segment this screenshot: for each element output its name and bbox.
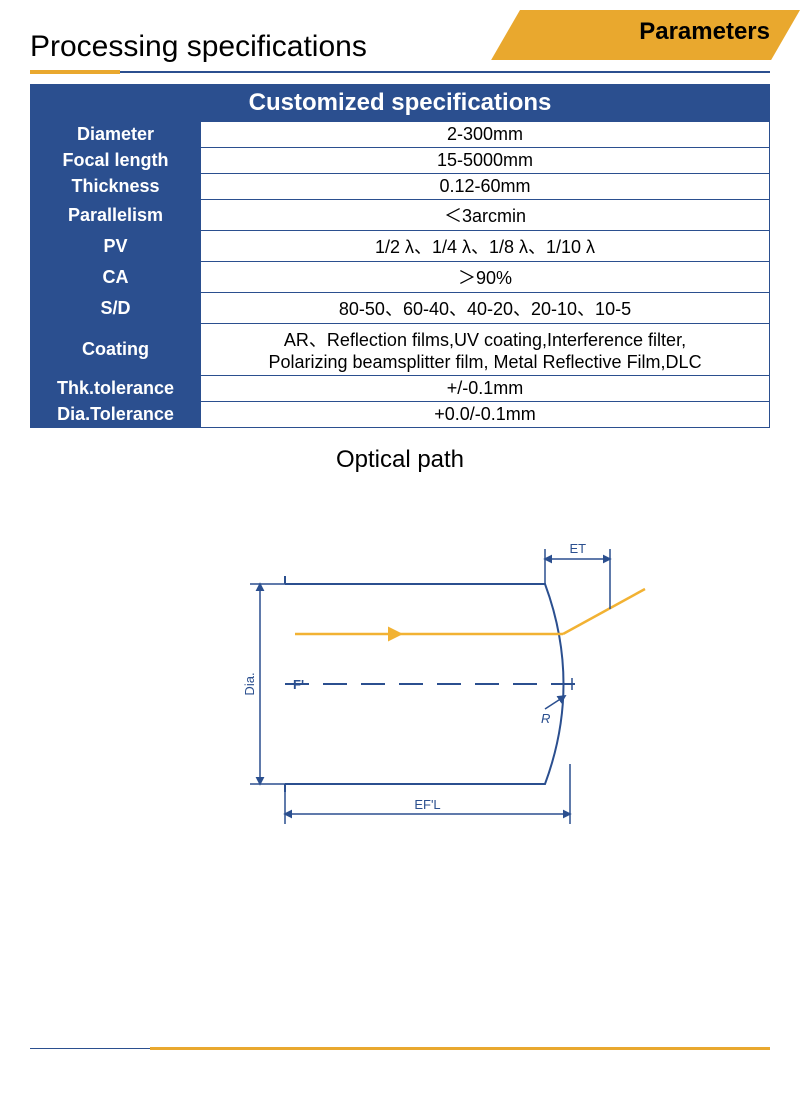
spec-value: +0.0/-0.1mm <box>201 402 770 428</box>
spec-value: ＜3arcmin <box>201 200 770 231</box>
specifications-table: Customized specifications Diameter2-300m… <box>30 84 770 428</box>
table-row: CoatingAR、Reflection films,UV coating,In… <box>31 324 770 376</box>
spec-value: 0.12-60mm <box>201 174 770 200</box>
spec-value: 1/2 λ、1/4 λ、1/8 λ、1/10 λ <box>201 231 770 262</box>
svg-text:F': F' <box>293 677 304 692</box>
spec-label: Dia.Tolerance <box>31 402 201 428</box>
table-row: Dia.Tolerance+0.0/-0.1mm <box>31 402 770 428</box>
svg-text:R: R <box>541 711 550 726</box>
table-row: Diameter2-300mm <box>31 122 770 148</box>
spec-value: 15-5000mm <box>201 148 770 174</box>
spec-value: +/-0.1mm <box>201 376 770 402</box>
divider-accent <box>30 70 120 74</box>
spec-label: Thk.tolerance <box>31 376 201 402</box>
optical-path-title: Optical path <box>0 446 800 474</box>
table-title: Customized specifications <box>31 85 770 122</box>
footer-divider-line <box>30 1048 150 1049</box>
table-row: Parallelism＜3arcmin <box>31 200 770 231</box>
header-divider <box>30 70 770 74</box>
spec-value: 2-300mm <box>201 122 770 148</box>
footer-divider <box>30 1047 770 1050</box>
svg-text:EF'L: EF'L <box>414 797 440 812</box>
spec-label: Focal length <box>31 148 201 174</box>
table-row: Thk.tolerance+/-0.1mm <box>31 376 770 402</box>
spec-label: Diameter <box>31 122 201 148</box>
spec-value: 80-50、60-40、40-20、20-10、10-5 <box>201 293 770 324</box>
table-row: PV1/2 λ、1/4 λ、1/8 λ、1/10 λ <box>31 231 770 262</box>
lens-drawing: ET Dia. F' R EF'L <box>150 504 650 864</box>
svg-text:Dia.: Dia. <box>242 672 257 695</box>
spec-label: S/D <box>31 293 201 324</box>
spec-label: CA <box>31 262 201 293</box>
divider-line <box>120 71 770 73</box>
spec-value: ＞90% <box>201 262 770 293</box>
spec-label: Parallelism <box>31 200 201 231</box>
svg-text:ET: ET <box>570 541 587 556</box>
table-row: CA＞90% <box>31 262 770 293</box>
spec-label: Thickness <box>31 174 201 200</box>
table-row: Thickness0.12-60mm <box>31 174 770 200</box>
table-row: Focal length15-5000mm <box>31 148 770 174</box>
footer-divider-accent <box>150 1047 770 1050</box>
optical-path-diagram: ET Dia. F' R EF'L <box>150 504 650 904</box>
parameters-banner-label: Parameters <box>639 18 770 46</box>
header: Processing specifications Parameters <box>0 0 800 70</box>
spec-value: AR、Reflection films,UV coating,Interfere… <box>201 324 770 376</box>
table-row: S/D80-50、60-40、40-20、20-10、10-5 <box>31 293 770 324</box>
spec-label: Coating <box>31 324 201 376</box>
spec-label: PV <box>31 231 201 262</box>
